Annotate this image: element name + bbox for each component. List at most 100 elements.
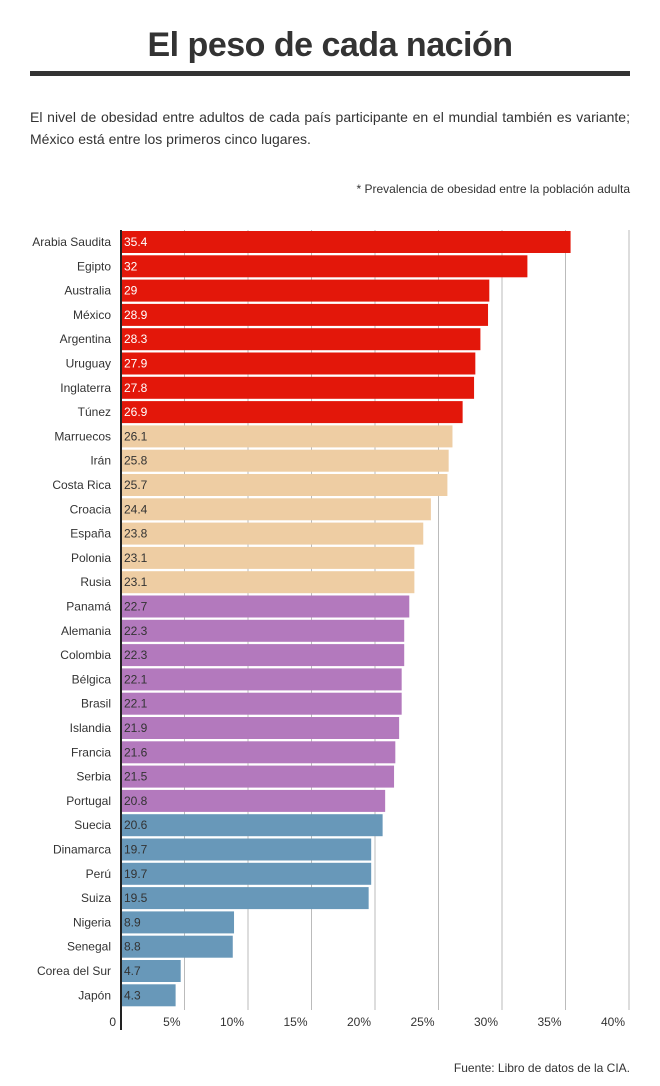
bar-17 bbox=[121, 644, 405, 667]
bar-19 bbox=[121, 692, 402, 715]
bar-23 bbox=[121, 789, 386, 812]
bar-value-label-9: 25.8 bbox=[124, 454, 148, 468]
chart-description: El nivel de obesidad entre adultos de ca… bbox=[30, 109, 630, 147]
bar-11 bbox=[121, 498, 431, 521]
bar-value-label-18: 22.1 bbox=[124, 672, 148, 686]
category-label-24: Suecia bbox=[74, 818, 111, 832]
bar-4 bbox=[121, 328, 481, 351]
bar-16 bbox=[121, 619, 405, 642]
category-label-2: Australia bbox=[64, 284, 111, 298]
bar-21 bbox=[121, 741, 396, 764]
category-label-28: Nigeria bbox=[73, 915, 111, 929]
tick-label-35: 35% bbox=[537, 1015, 561, 1029]
bar-value-label-4: 28.3 bbox=[124, 332, 148, 346]
bar-value-label-21: 21.6 bbox=[124, 745, 148, 759]
tick-label-40: 40% bbox=[601, 1015, 625, 1029]
bar-25 bbox=[121, 838, 372, 861]
bar-18 bbox=[121, 668, 402, 691]
category-label-21: Francia bbox=[71, 745, 111, 759]
tick-label-0: 0 bbox=[109, 1015, 116, 1029]
bar-value-label-17: 22.3 bbox=[124, 648, 148, 662]
bar-5 bbox=[121, 352, 476, 375]
category-label-30: Corea del Sur bbox=[37, 964, 111, 978]
bar-value-label-16: 22.3 bbox=[124, 624, 148, 638]
category-label-27: Suiza bbox=[81, 891, 111, 905]
bar-7 bbox=[121, 401, 463, 424]
category-label-11: Croacia bbox=[70, 502, 112, 516]
tick-label-5: 5% bbox=[163, 1015, 181, 1029]
category-label-0: Arabia Saudita bbox=[32, 235, 111, 249]
category-label-17: Colombia bbox=[60, 648, 111, 662]
category-label-18: Bélgica bbox=[72, 672, 112, 686]
bar-26 bbox=[121, 862, 372, 885]
bar-value-label-8: 26.1 bbox=[124, 429, 148, 443]
bar-31 bbox=[121, 984, 176, 1007]
bar-value-label-31: 4.3 bbox=[124, 988, 141, 1002]
bar-value-label-6: 27.8 bbox=[124, 381, 148, 395]
bar-22 bbox=[121, 765, 395, 788]
bar-8 bbox=[121, 425, 453, 448]
tick-label-10: 10% bbox=[220, 1015, 244, 1029]
category-label-6: Inglaterra bbox=[60, 381, 111, 395]
category-label-1: Egipto bbox=[77, 259, 111, 273]
bar-3 bbox=[121, 303, 489, 326]
bar-value-label-29: 8.8 bbox=[124, 940, 141, 954]
bar-value-label-30: 4.7 bbox=[124, 964, 141, 978]
bar-10 bbox=[121, 474, 448, 496]
bar-28 bbox=[121, 911, 235, 934]
category-label-12: España bbox=[70, 527, 111, 541]
bar-value-label-22: 21.5 bbox=[124, 770, 148, 784]
bar-30 bbox=[121, 960, 181, 982]
category-label-7: Túnez bbox=[78, 405, 111, 419]
bar-1 bbox=[121, 255, 528, 278]
category-label-4: Argentina bbox=[60, 332, 112, 346]
bar-value-label-19: 22.1 bbox=[124, 697, 148, 711]
category-label-19: Brasil bbox=[81, 697, 111, 711]
category-label-14: Rusia bbox=[80, 575, 111, 589]
bar-value-label-26: 19.7 bbox=[124, 867, 148, 881]
category-label-23: Portugal bbox=[66, 794, 111, 808]
tick-label-25: 25% bbox=[410, 1015, 434, 1029]
bar-value-label-5: 27.9 bbox=[124, 357, 148, 371]
bar-2 bbox=[121, 279, 490, 302]
category-label-16: Alemania bbox=[61, 624, 111, 638]
bar-value-label-24: 20.6 bbox=[124, 818, 148, 832]
bar-value-label-2: 29 bbox=[124, 284, 138, 298]
category-label-29: Senegal bbox=[67, 940, 111, 954]
bar-value-label-1: 32 bbox=[124, 259, 138, 273]
category-label-31: Japón bbox=[78, 988, 111, 1002]
bar-value-label-7: 26.9 bbox=[124, 405, 148, 419]
bar-value-label-10: 25.7 bbox=[124, 478, 148, 492]
bar-20 bbox=[121, 717, 400, 739]
bar-15 bbox=[121, 595, 410, 618]
bar-value-label-11: 24.4 bbox=[124, 502, 148, 516]
bar-value-label-15: 22.7 bbox=[124, 600, 148, 614]
category-label-26: Perú bbox=[86, 867, 111, 881]
bar-value-label-27: 19.5 bbox=[124, 891, 148, 905]
bar-value-label-20: 21.9 bbox=[124, 721, 148, 735]
category-label-3: México bbox=[73, 308, 111, 322]
bar-24 bbox=[121, 814, 383, 837]
category-label-20: Islandia bbox=[70, 721, 112, 735]
chart-note: * Prevalencia de obesidad entre la pobla… bbox=[356, 182, 630, 196]
bar-value-label-14: 23.1 bbox=[124, 575, 148, 589]
bar-value-label-28: 8.9 bbox=[124, 915, 141, 929]
chart-title: El peso de cada nación bbox=[147, 26, 513, 64]
category-label-15: Panamá bbox=[66, 600, 111, 614]
bar-value-label-3: 28.9 bbox=[124, 308, 148, 322]
bar-value-label-12: 23.8 bbox=[124, 527, 148, 541]
category-label-9: Irán bbox=[90, 454, 111, 468]
bar-value-label-13: 23.1 bbox=[124, 551, 148, 565]
tick-label-30: 30% bbox=[474, 1015, 498, 1029]
bar-0 bbox=[121, 231, 571, 253]
bar-27 bbox=[121, 887, 369, 910]
title-rule bbox=[30, 71, 630, 76]
bar-value-label-0: 35.4 bbox=[124, 235, 148, 249]
tick-label-20: 20% bbox=[347, 1015, 371, 1029]
category-label-8: Marruecos bbox=[54, 429, 111, 443]
bar-6 bbox=[121, 376, 475, 399]
category-label-22: Serbia bbox=[76, 770, 111, 784]
tick-label-15: 15% bbox=[283, 1015, 307, 1029]
category-label-10: Costa Rica bbox=[52, 478, 111, 492]
